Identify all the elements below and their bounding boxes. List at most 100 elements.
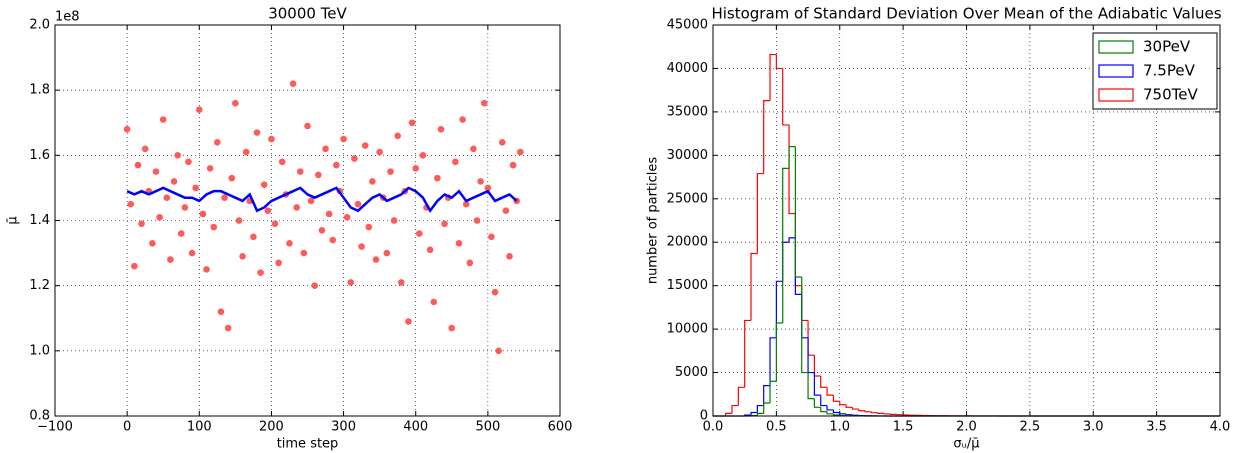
scatter-point — [408, 119, 416, 127]
histogram-step — [807, 372, 815, 400]
scatter-point — [455, 240, 463, 247]
scatter-point — [322, 145, 329, 153]
scatter-point — [347, 279, 355, 286]
scatter-point — [369, 178, 376, 185]
scatter-point — [203, 266, 210, 273]
histogram-step — [832, 395, 840, 402]
x-tick-label: −100 — [37, 420, 73, 435]
scatter-point — [185, 158, 192, 166]
histogram-step — [775, 280, 783, 338]
y-offset-label: 1e8 — [55, 10, 80, 25]
scatter-point — [134, 161, 142, 169]
scatter-point — [286, 240, 293, 247]
y-tick-label: 0.8 — [29, 409, 50, 424]
scatter-point — [365, 223, 373, 231]
scatter-point — [419, 152, 427, 159]
y-tick-label: 25000 — [667, 191, 708, 206]
scatter-point — [257, 269, 264, 276]
histogram-step — [845, 413, 853, 416]
legend-label: 30PeV — [1143, 38, 1191, 56]
scatter-point — [177, 230, 185, 237]
scatter-point — [192, 184, 199, 192]
scatter-point — [250, 233, 257, 241]
scatter-point — [206, 165, 214, 172]
histogram-step — [839, 412, 847, 415]
histogram-step — [725, 412, 733, 416]
y-tick-label: 1.4 — [29, 213, 50, 228]
y-tick-label: 5000 — [675, 365, 708, 380]
scatter-point — [462, 200, 470, 208]
scatter-point — [235, 217, 243, 224]
scatter-point — [152, 168, 160, 175]
histogram-step — [807, 320, 815, 356]
plot-frame — [712, 24, 1221, 417]
scatter-point — [253, 129, 261, 136]
scatter-point — [372, 256, 380, 263]
scatter-point — [275, 259, 282, 267]
histogram-step — [782, 68, 790, 126]
histogram-step — [756, 172, 764, 254]
histogram-step — [769, 53, 777, 101]
scatter-point — [495, 347, 502, 355]
histogram-step — [801, 294, 809, 339]
histogram-step — [820, 395, 828, 407]
scatter-point — [278, 158, 286, 166]
scatter-point — [434, 174, 441, 182]
y-tick-label: 1.8 — [29, 83, 50, 98]
x-tick-label: 500 — [475, 420, 500, 435]
histogram-step — [832, 413, 840, 416]
scatter-point — [397, 279, 405, 286]
scatter-point — [268, 135, 275, 143]
histogram-step — [851, 414, 859, 416]
histogram-step — [782, 167, 790, 324]
scatter-point — [498, 139, 506, 146]
x-tick-label: 200 — [259, 420, 284, 435]
histogram-step — [794, 213, 802, 287]
histogram-step — [832, 409, 840, 414]
x-axis-label: σᵤ/μ̄ — [953, 437, 979, 452]
histogram-step — [801, 276, 809, 374]
x-tick-label: 600 — [548, 420, 573, 435]
histogram-step — [826, 387, 834, 396]
histogram-step — [801, 285, 809, 322]
legend-box — [1092, 32, 1218, 110]
scatter-point — [480, 99, 488, 107]
scatter-point — [340, 135, 347, 143]
scatter-point — [224, 324, 232, 332]
histogram-step — [839, 401, 847, 406]
histogram-step — [820, 376, 828, 388]
scatter-point — [188, 249, 196, 257]
scatter-point — [167, 256, 174, 263]
histogram-step — [782, 241, 790, 282]
histogram-step — [864, 410, 872, 413]
scatter-point — [325, 210, 333, 218]
scatter-point — [484, 184, 492, 192]
legend-label: 7.5PeV — [1143, 62, 1196, 80]
scatter-point — [210, 223, 218, 231]
y-tick-label: 45000 — [667, 18, 708, 33]
histogram-step — [744, 319, 752, 388]
histogram-step — [883, 413, 891, 415]
histogram-step — [769, 337, 777, 386]
scatter-point — [329, 236, 337, 244]
y-tick-label: 1.0 — [29, 343, 50, 358]
scatter-point — [217, 308, 225, 316]
scatter-point — [437, 125, 445, 133]
x-tick-label: 2.0 — [956, 420, 977, 435]
scatter-point — [452, 158, 459, 166]
scatter-point — [361, 142, 369, 149]
y-axis-label: number of particles — [646, 157, 661, 285]
histogram-step — [750, 411, 758, 416]
x-tick-label: 4.0 — [1210, 420, 1231, 435]
x-tick-label: 100 — [187, 420, 212, 435]
scatter-point — [354, 200, 362, 208]
scatter-point — [502, 207, 510, 215]
y-tick-label: 1.2 — [29, 278, 50, 293]
scatter-point — [517, 148, 524, 156]
scatter-point — [163, 194, 171, 201]
x-tick-label: 1.5 — [893, 420, 914, 435]
legend-swatch — [1098, 88, 1134, 102]
scatter-point — [170, 178, 178, 185]
scatter-point — [181, 204, 189, 211]
